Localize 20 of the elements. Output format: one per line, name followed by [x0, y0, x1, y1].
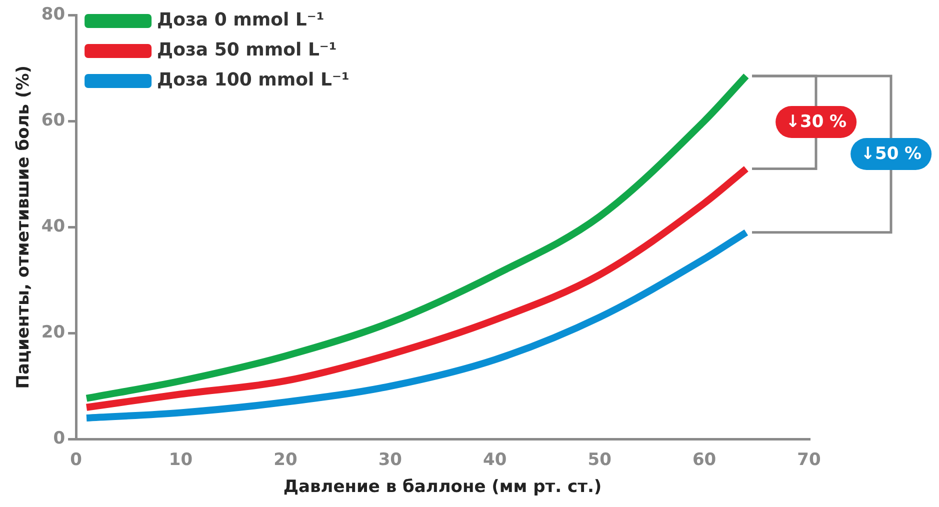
y-axis-title: Пациенты, отметившие боль (%): [14, 65, 34, 389]
x-tick-label: 70: [797, 450, 821, 470]
x-tick-label: 50: [588, 450, 612, 470]
annotation: ↓30 %: [776, 106, 857, 138]
y-tick-label: 80: [41, 4, 66, 24]
text: ↓50 %: [850, 138, 932, 170]
x-tick-label: 10: [168, 450, 193, 470]
y-tick-label: 20: [41, 322, 66, 343]
x-tick-label: 60: [692, 450, 716, 470]
x-tick-label: 0: [70, 450, 82, 470]
x-axis-title: Давление в баллоне (мм рт. ст.): [283, 477, 602, 498]
x-tick-label: 20: [274, 450, 298, 470]
legend-label: Доза 50 mmol L⁻¹: [157, 40, 337, 61]
x-tick-label: 30: [378, 450, 402, 470]
x-tick-label: 40: [483, 450, 507, 470]
y-tick-label: 60: [41, 110, 66, 130]
legend-label: Доза 100 mmol L⁻¹: [157, 70, 350, 91]
y-tick-label: 0: [53, 428, 66, 449]
legend-label: Доза 0 mmol L⁻¹: [157, 10, 324, 31]
y-tick-label: 40: [41, 216, 66, 237]
